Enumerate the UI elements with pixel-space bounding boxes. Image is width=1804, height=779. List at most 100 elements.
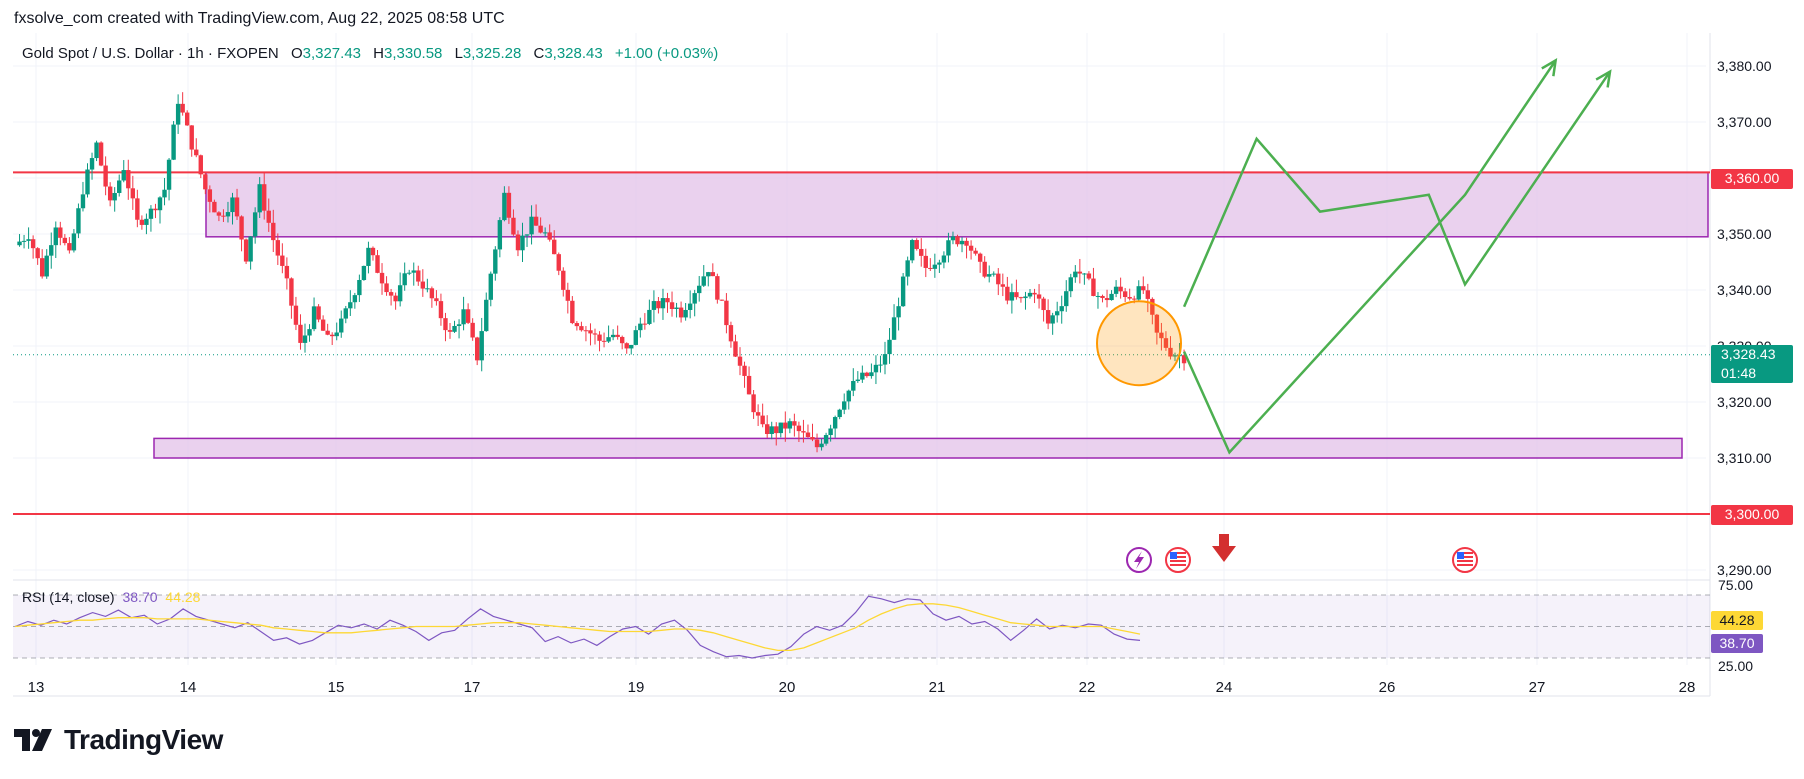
- candle: [375, 249, 380, 274]
- candle: [932, 253, 938, 278]
- high-label: H: [373, 45, 385, 62]
- candle: [447, 323, 453, 339]
- candle: [234, 188, 240, 220]
- candle-body: [860, 372, 865, 380]
- candle: [76, 203, 81, 239]
- candle: [411, 262, 416, 286]
- candle-body: [1109, 293, 1114, 301]
- candle: [701, 265, 706, 287]
- candle-body: [198, 155, 203, 175]
- candle: [887, 328, 892, 364]
- candle: [1145, 283, 1151, 313]
- arrow-shaft: [1219, 534, 1229, 546]
- candle-body: [832, 417, 838, 429]
- candle: [26, 227, 31, 249]
- candle-body: [950, 236, 956, 241]
- candle: [624, 342, 629, 354]
- candle-body: [266, 210, 271, 223]
- candle-body: [121, 170, 126, 181]
- candle: [180, 92, 185, 116]
- candle-body: [973, 250, 978, 254]
- candle: [905, 256, 910, 286]
- candle-body: [502, 192, 507, 221]
- candle: [919, 238, 924, 267]
- rsi-legend[interactable]: RSI (14, close) 38.70 44.28: [22, 589, 200, 605]
- candle-body: [1082, 273, 1087, 275]
- symbol-title[interactable]: Gold Spot / U.S. Dollar · 1h · FXOPEN: [22, 45, 279, 62]
- candle: [982, 256, 987, 279]
- candle: [1100, 294, 1105, 303]
- candle-body: [624, 343, 629, 349]
- projection-layer: [1096, 58, 1612, 455]
- close-label: C: [533, 45, 545, 62]
- candle: [266, 198, 271, 232]
- candle-body: [1000, 284, 1006, 287]
- candle: [864, 371, 870, 378]
- candle-body: [769, 426, 774, 434]
- candle-body: [1091, 278, 1096, 296]
- candle-body: [909, 240, 915, 261]
- candle-body: [1005, 286, 1010, 301]
- candle: [583, 326, 589, 342]
- candle: [117, 174, 122, 197]
- candle-body: [533, 216, 539, 226]
- candle-body: [724, 300, 729, 326]
- candle: [216, 211, 222, 222]
- current-price-label: 3,328.43 01:48: [1711, 345, 1793, 383]
- candle-body: [928, 267, 933, 269]
- candle: [89, 152, 95, 180]
- candle-body: [175, 103, 181, 125]
- candle-body: [257, 184, 262, 213]
- time-axis-tick: 20: [779, 679, 796, 696]
- candle: [85, 163, 90, 198]
- candle-body: [58, 227, 63, 238]
- candle: [121, 160, 126, 183]
- markers-layer: [1126, 534, 1478, 573]
- upper-line-price-label: 3,360.00: [1711, 169, 1793, 189]
- candle-body: [633, 330, 638, 345]
- flag-canton: [1170, 552, 1177, 559]
- low-value: 3,325.28: [462, 45, 522, 62]
- candle: [157, 196, 163, 224]
- candle: [896, 297, 901, 331]
- candle: [1000, 273, 1006, 297]
- candle-body: [565, 289, 571, 301]
- zones-layer: [153, 171, 1709, 459]
- candle-body: [656, 301, 661, 309]
- candle: [760, 403, 765, 428]
- candle-body: [556, 254, 561, 271]
- flag-canton: [1457, 552, 1464, 559]
- candle-body: [710, 272, 716, 277]
- candle: [1159, 322, 1164, 351]
- candle-body: [774, 426, 779, 434]
- candle: [959, 237, 965, 253]
- candle: [35, 247, 40, 265]
- candle: [461, 296, 466, 331]
- candle: [891, 304, 897, 340]
- candle-body: [1100, 295, 1105, 299]
- candle: [488, 271, 493, 307]
- dividend-down-arrow-icon: [1212, 534, 1236, 562]
- flag-stripe: [1457, 564, 1473, 566]
- candle-body: [810, 437, 815, 440]
- candle: [774, 422, 779, 446]
- candle-body: [275, 240, 281, 256]
- candle: [633, 325, 638, 346]
- tradingview-brand[interactable]: TradingView: [14, 724, 223, 756]
- candle: [207, 185, 213, 213]
- candle-body: [1122, 291, 1128, 298]
- candle-body: [619, 336, 625, 344]
- candle: [742, 361, 747, 388]
- candle: [71, 228, 77, 253]
- candle: [30, 235, 36, 259]
- candle: [39, 249, 45, 279]
- candle: [520, 222, 525, 263]
- candle: [941, 251, 947, 269]
- candle-body: [357, 280, 362, 296]
- candle: [574, 321, 580, 331]
- candle: [443, 312, 448, 342]
- time-axis-tick: 13: [28, 679, 45, 696]
- candle-body: [71, 233, 77, 251]
- candle-body: [284, 265, 290, 279]
- candle-body: [53, 227, 58, 246]
